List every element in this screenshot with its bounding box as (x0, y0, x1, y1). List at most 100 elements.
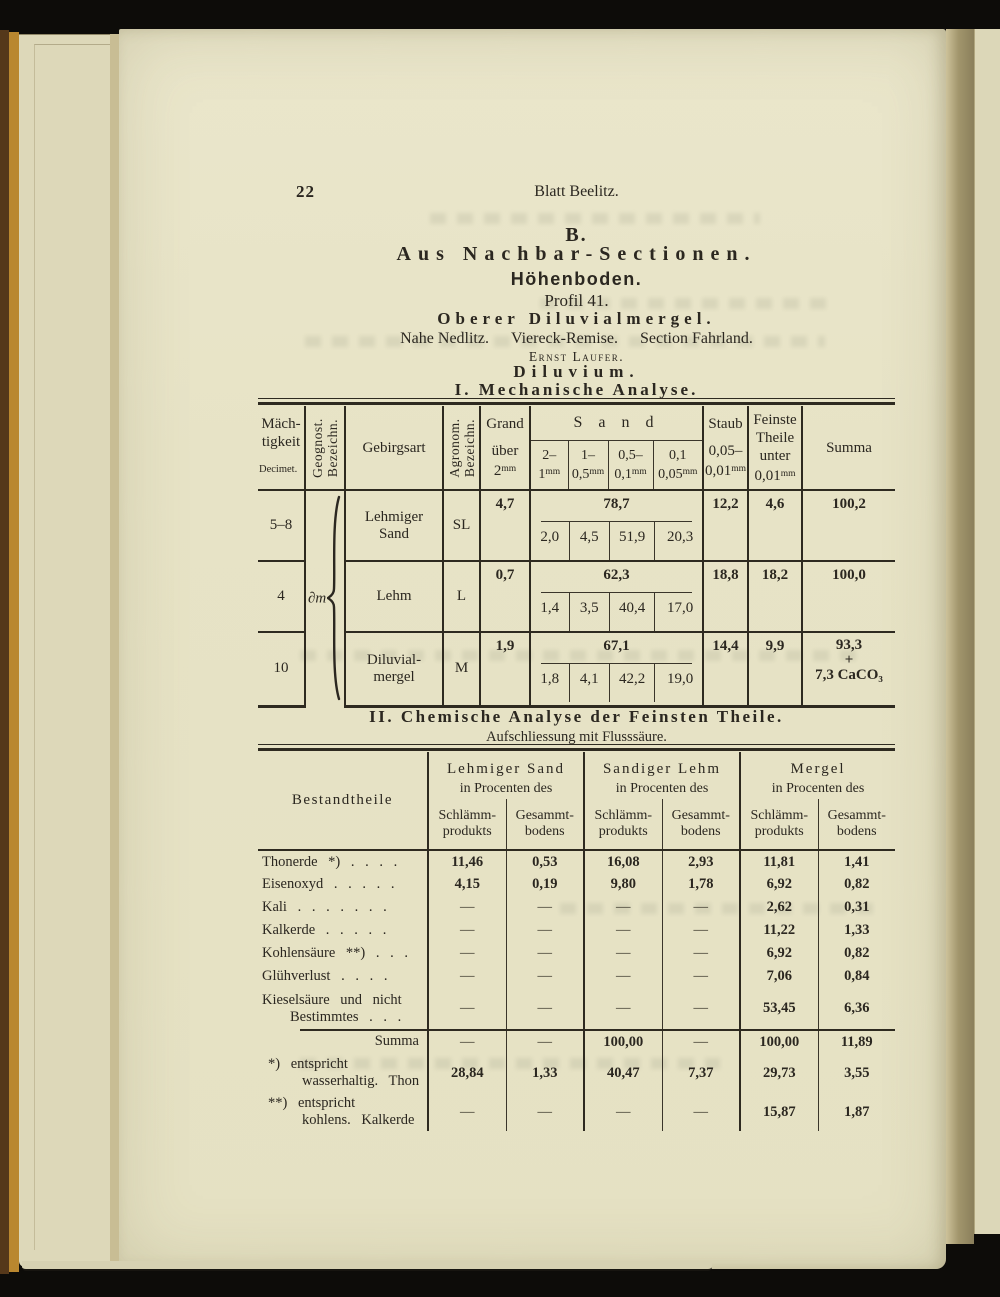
col-header-bestandtheile: Bestandtheile (258, 752, 429, 851)
page-number: 22 (296, 182, 315, 201)
cell-value: 29,73 (739, 1053, 818, 1093)
cell-value: — (505, 965, 584, 988)
sand-value: 4,1 (568, 664, 609, 702)
group-subtitle: in Procenten des (615, 780, 709, 796)
sand-group-cell: 67,1 1,8 4,1 42,2 19,0 (529, 631, 703, 708)
cell-value: 6,92 (739, 942, 818, 965)
cell-value: 28,84 (450, 1064, 484, 1081)
gebirgsart-value: Diluvial- mergel (345, 631, 443, 708)
unit-mm: mm (501, 464, 517, 474)
cell-value: — (661, 942, 740, 965)
sand-divider-line (541, 521, 692, 522)
maechtigkeit-value: 5–8 (269, 517, 293, 533)
location-part: Section Fahrland. (639, 330, 753, 347)
col-group-lehmiger-sand: Lehmiger Sand in Procenten des (428, 752, 584, 799)
cell-value: 6,36 (817, 988, 895, 1030)
cell-value: 0,53 (505, 850, 584, 873)
location-line: Nahe Nedlitz. Viereck-Remise. Section Fahr… (258, 330, 895, 348)
col-header-feinste-theile: Feinste Theile unter 0,01mm (747, 406, 802, 491)
cell-value: 1,78 (661, 873, 740, 896)
header-line: Gesammt- (515, 808, 574, 823)
summa-caco3: 7,3 CaCO₃ (815, 667, 883, 683)
footnote-label: *) entspricht wasserhaltig. Thon (258, 1053, 429, 1093)
label-line: *) entspricht (268, 1056, 348, 1072)
subcol-header-schlaemmprodukts: Schlämm- produkts (583, 799, 662, 851)
header-line: Gesammt- (827, 808, 886, 823)
table2-top-rule (258, 744, 895, 751)
col-group-mergel: Mergel in Procenten des (739, 752, 895, 799)
range-number: 0,5 (571, 466, 590, 482)
gebirgsart-line: Lehmiger (364, 508, 424, 525)
group-subtitle: in Procenten des (771, 780, 865, 796)
component-label: Eisenoxyd . . . . . (258, 873, 429, 896)
cell-value: 11,22 (739, 919, 818, 942)
cell-value: 0,19 (505, 873, 584, 896)
geognost-symbol: ∂m (308, 590, 327, 606)
sand-value: 19,0 (654, 664, 705, 702)
table-row: Kieselsäure und nicht Bestimmtes . . . —… (258, 988, 895, 1030)
cell-value: — (661, 896, 740, 919)
cell-value: 3,55 (817, 1053, 895, 1093)
component-label: Glühverlust . . . . (258, 965, 429, 988)
page-edge-strip (110, 34, 119, 1264)
rule-thin (258, 744, 895, 745)
table-row: 10 Diluvial- mergel M 1,9 67,1 1,8 4,1 4… (258, 631, 895, 708)
sand-total: 78,7 (603, 496, 630, 512)
header-line: Schlämm- (594, 808, 653, 823)
sand-subcol-header: 2– 1mm (529, 440, 568, 491)
page-bottom-edge (22, 1261, 712, 1271)
header-line: Schlämm- (438, 808, 497, 823)
cell-value: 16,08 (583, 850, 662, 873)
summa-row: Summa — — 100,00 — 100,00 11,89 (258, 1029, 895, 1053)
summa-value: 100,0 (801, 560, 895, 632)
rule-thick (258, 748, 895, 751)
location-part: Nahe Nedlitz. (400, 330, 489, 347)
header-line: Feinste (753, 411, 797, 428)
unit-mm: mm (731, 464, 747, 474)
header-line: produkts (754, 824, 804, 839)
header-line: Gesammt- (671, 808, 730, 823)
col-header-grand: Grand über 2mm (479, 406, 530, 491)
range-number: 0,1 (614, 466, 632, 482)
cell-value: 9,80 (583, 873, 662, 896)
range-number: 0,01 (754, 467, 781, 484)
sand-value: 2,0 (540, 529, 560, 545)
sand-value: 1,8 (540, 671, 560, 687)
header-line: 0,5– (618, 447, 643, 463)
header-line: 1mm (531, 464, 568, 483)
cell-value: — (460, 945, 475, 961)
cell-value: 6,92 (739, 873, 818, 896)
cell-value: — (661, 965, 740, 988)
col-header-gebirgsart: Gebirgsart (344, 406, 443, 491)
cell-value: — (505, 1029, 584, 1053)
cell-value: — (583, 919, 662, 942)
col-group-sand: S a n d (529, 406, 703, 441)
book-spine-gold-edge (9, 32, 19, 1272)
feinste-value: 18,2 (747, 560, 802, 632)
gebirgsart-line: Sand (379, 525, 409, 542)
header-line: Geognost. (310, 417, 325, 478)
header-line: 0,01mm (704, 460, 747, 480)
grand-value: 0,7 (479, 560, 530, 632)
sand-subvalues: 1,4 3,5 40,4 17,0 (531, 593, 702, 631)
header-line: Grand (486, 416, 524, 432)
cell-value: — (460, 968, 475, 984)
cell-value: — (661, 919, 740, 942)
agronom-value: M (442, 631, 480, 708)
grand-value: 1,9 (479, 631, 530, 708)
group-subtitle: in Procenten des (459, 780, 553, 796)
sand-value: 51,9 (608, 522, 654, 560)
unit-mm: mm (780, 468, 796, 479)
sand-value: 42,2 (608, 664, 654, 702)
label-line: **) entspricht (268, 1095, 356, 1111)
subcol-header-gesammtbodens: Gesammt- bodens (661, 799, 740, 851)
table-row: 5–8 ∂m Lehmiger Sand SL 4,7 78,7 (258, 490, 895, 706)
group-name: Lehmiger Sand (446, 760, 566, 777)
feinste-value: 4,6 (747, 490, 802, 561)
rule-thick (258, 402, 895, 405)
footnote-label: **) entspricht kohlens. Kalkerde (258, 1093, 429, 1131)
sand-subvalues: 1,8 4,1 42,2 19,0 (531, 664, 702, 702)
col-header-staub: Staub 0,05– 0,01mm (702, 406, 748, 491)
header-line: Schlämm- (750, 808, 809, 823)
